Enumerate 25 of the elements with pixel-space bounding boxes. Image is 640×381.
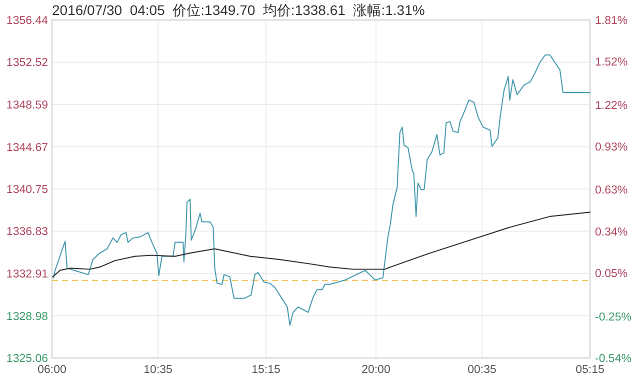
xtick: 10:35 [144, 364, 172, 376]
y2tick: 1.81% [595, 15, 628, 27]
xtick: 15:15 [252, 364, 280, 376]
y2tick: 0.63% [595, 184, 628, 197]
xtick: 00:35 [468, 364, 496, 376]
ytick: 1332.91 [6, 268, 48, 280]
y2tick: -0.54% [595, 353, 632, 365]
ytick: 1356.44 [6, 15, 48, 27]
xtick: 06:00 [38, 364, 66, 376]
ytick: 1340.75 [6, 184, 48, 196]
y2tick: 0.34% [595, 226, 628, 238]
y2tick: 1.22% [595, 100, 628, 112]
ytick: 1344.67 [6, 142, 48, 154]
y2tick: 0.05% [595, 268, 628, 280]
ytick: 1328.98 [6, 310, 48, 323]
xtick: 20:00 [362, 364, 390, 376]
ytick: 1352.52 [6, 57, 48, 70]
ytick: 1336.83 [6, 226, 48, 238]
y2tick: -0.25% [595, 311, 632, 324]
title: 2016/07/30 04:05 价位:1349.70 均价:1338.61 涨幅:1.31% [52, 2, 425, 18]
y2tick: 1.52% [595, 56, 628, 69]
ytick: 1325.06 [6, 353, 48, 365]
xtick: 05:15 [576, 364, 604, 376]
ytick: 1348.59 [6, 100, 48, 112]
y2tick: 0.93% [595, 142, 628, 154]
